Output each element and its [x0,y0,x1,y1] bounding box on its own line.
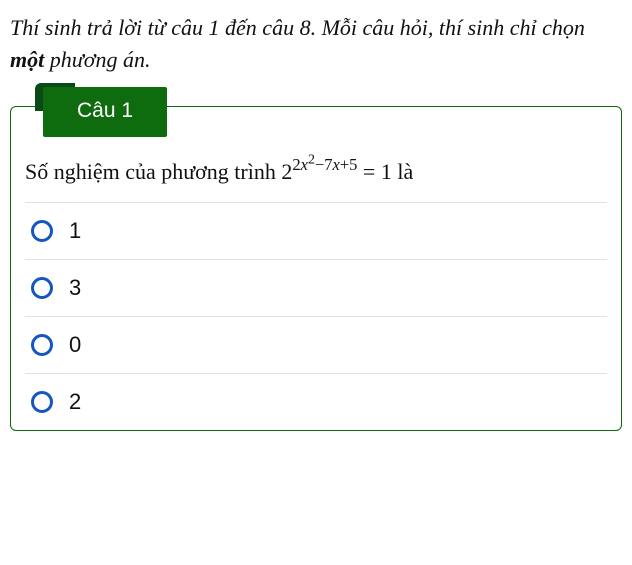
instructions-post: phương án. [44,47,150,72]
instructions-text: Thí sinh trả lời từ câu 1 đến câu 8. Mỗi… [10,12,622,76]
option-label: 0 [69,332,81,358]
option-label: 3 [69,275,81,301]
options-list: 1 3 0 2 [25,202,607,430]
radio-icon[interactable] [31,391,53,413]
equation: 22x2−7x+5 = 1 [281,159,391,184]
question-tab: Câu 1 [43,87,167,137]
question-card: Câu 1 Số nghiệm của phương trình 22x2−7x… [10,106,622,431]
option-row[interactable]: 2 [25,373,607,430]
instructions-bold: một [10,47,44,72]
question-text-pre: Số nghiệm của phương trình [25,159,281,184]
option-row[interactable]: 3 [25,259,607,316]
instructions-pre: Thí sinh trả lời từ câu 1 đến câu 8. Mỗi… [10,15,585,40]
question-text-post: là [392,159,413,184]
option-row[interactable]: 1 [25,202,607,259]
radio-icon[interactable] [31,277,53,299]
option-row[interactable]: 0 [25,316,607,373]
radio-icon[interactable] [31,334,53,356]
option-label: 2 [69,389,81,415]
option-label: 1 [69,218,81,244]
question-tab-wrap: Câu 1 [43,87,167,137]
radio-icon[interactable] [31,220,53,242]
